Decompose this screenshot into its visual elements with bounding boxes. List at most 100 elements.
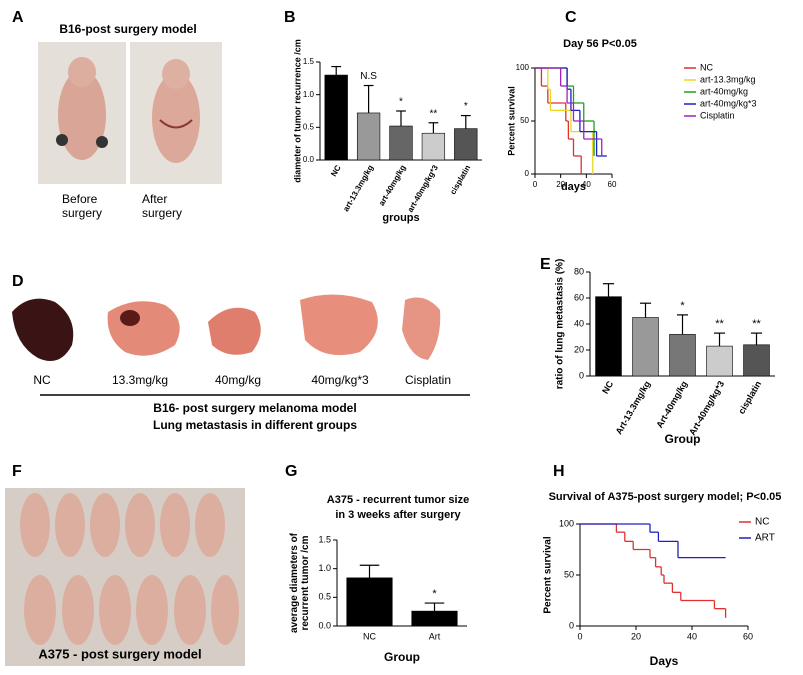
photo-caption: Before — [62, 192, 98, 206]
x-axis-label: groups — [382, 212, 419, 224]
x-axis-label: Group — [384, 650, 420, 664]
annotation: ** — [715, 318, 724, 330]
x-tick-label: art-40mg/kg — [377, 163, 408, 207]
legend-label: art-13.3mg/kg — [700, 74, 756, 84]
sample-label: 13.3mg/kg — [112, 373, 168, 387]
sample-label: Cisplatin — [405, 373, 451, 387]
y-tick-label: 0 — [525, 169, 530, 178]
panel-letter: A — [12, 9, 24, 26]
x-axis-label: days — [561, 181, 586, 193]
y-tick-label: 60 — [574, 292, 584, 302]
photo-d — [12, 294, 441, 362]
panel-caption: B16- post surgery melanoma model — [153, 401, 356, 415]
panel-title: B16-post surgery model — [59, 22, 196, 36]
bar — [324, 74, 348, 161]
x-tick-label: 20 — [631, 631, 641, 641]
panel-letter: C — [565, 9, 577, 26]
y-tick-label: 100 — [516, 63, 530, 72]
x-tick-label: 0 — [577, 631, 582, 641]
bar — [346, 577, 393, 627]
panel-letter: H — [553, 463, 565, 480]
legend-label: NC — [700, 62, 713, 72]
y-axis-label: average diameters of — [289, 532, 300, 633]
y-tick-label: 0.5 — [318, 592, 331, 602]
y-tick-label: 0 — [579, 370, 584, 380]
y-tick-label: 1.5 — [318, 534, 331, 544]
annotation: * — [432, 588, 437, 600]
x-tick-label: Art-40mg/kg*3 — [687, 379, 726, 437]
chart-title: in 3 weeks after surgery — [335, 509, 461, 521]
panel-caption: Lung metastasis in different groups — [153, 418, 357, 432]
bar — [411, 610, 458, 627]
legend-label: art-40mg/kg — [700, 86, 748, 96]
photo-caption: After — [142, 192, 167, 206]
annotation: ** — [430, 108, 438, 119]
photo-caption: A375 - post surgery model — [38, 646, 201, 661]
chart-title: A375 - recurrent tumor size — [327, 494, 469, 506]
y-axis-label: Percent survival — [506, 86, 516, 156]
annotation: N.S — [360, 71, 377, 82]
bar — [454, 128, 478, 161]
y-tick-label: 50 — [564, 569, 574, 579]
bar — [356, 112, 381, 161]
y-tick-label: 0.0 — [318, 620, 331, 630]
x-tick-label: 20 — [556, 180, 565, 189]
legend-label: Cisplatin — [700, 110, 735, 120]
chart-title: Day 56 P<0.05 — [563, 38, 637, 50]
photo-caption: surgery — [142, 206, 182, 220]
y-tick-label: 100 — [559, 518, 574, 528]
y-tick-label: 0.0 — [303, 155, 315, 164]
y-tick-label: 20 — [574, 344, 584, 354]
x-tick-label: Art-40mg/kg — [654, 379, 689, 429]
y-tick-label: 1.0 — [303, 90, 315, 99]
y-tick-label: 50 — [520, 116, 529, 125]
panel-letter: G — [285, 463, 297, 480]
sample-label: 40mg/kg — [215, 373, 261, 387]
y-axis-label: recurrent tumor /cm — [300, 535, 311, 630]
y-axis-label: ratio of lung metastasis (%) — [555, 259, 566, 390]
y-tick-label: 0.5 — [303, 122, 315, 131]
panel-letter: E — [540, 256, 551, 273]
y-tick-label: 1.5 — [303, 57, 315, 66]
y-tick-label: 0 — [569, 620, 574, 630]
bar — [421, 132, 446, 161]
x-tick-label: art-13.3mg/kg — [341, 163, 375, 213]
x-tick-label: NC — [600, 379, 615, 396]
x-tick-label: 0 — [533, 180, 538, 189]
bar — [743, 344, 770, 377]
annotation: * — [464, 101, 468, 112]
x-tick-label: art-40mg/kg*3 — [406, 163, 441, 214]
photo-a — [38, 42, 222, 184]
photo-caption: surgery — [62, 206, 102, 220]
bar — [632, 317, 659, 377]
x-tick-label: cisplatin — [448, 163, 472, 196]
x-axis-label: Days — [650, 654, 679, 668]
y-tick-label: 1.0 — [318, 563, 331, 573]
chart-title: Survival of A375-post surgery model; P<0… — [549, 491, 782, 503]
y-axis-label: diameter of tumor recurrence /cm — [292, 39, 302, 183]
y-axis-label: Percent survival — [543, 536, 554, 613]
annotation: ** — [752, 318, 761, 330]
x-tick-label: NC — [329, 163, 343, 178]
x-tick-label: 40 — [687, 631, 697, 641]
legend-label: NC — [755, 517, 769, 528]
y-tick-label: 80 — [574, 266, 584, 276]
bar — [706, 345, 733, 377]
legend-label: art-40mg/kg*3 — [700, 98, 757, 108]
panel-letter: B — [284, 9, 296, 26]
x-tick-label: 60 — [743, 631, 753, 641]
x-tick-label: cisplatin — [736, 379, 763, 416]
x-axis-label: Group — [665, 432, 701, 446]
sample-label: 40mg/kg*3 — [311, 373, 369, 387]
photo-f — [5, 488, 245, 666]
x-tick-label: NC — [363, 631, 376, 641]
x-tick-label: 60 — [608, 180, 617, 189]
panel-letter: F — [12, 463, 22, 480]
x-tick-label: Art — [429, 631, 441, 641]
sample-label: NC — [33, 373, 51, 387]
annotation: * — [399, 97, 403, 108]
x-tick-label: Art-13.3mg/kg — [614, 379, 653, 436]
legend-label: ART — [755, 533, 775, 544]
